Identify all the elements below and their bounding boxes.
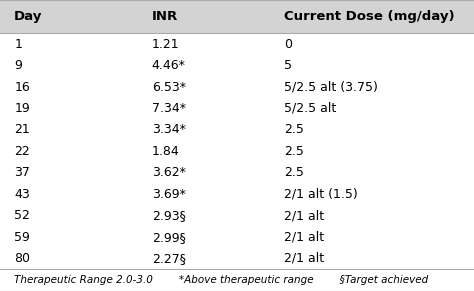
Text: 2.99§: 2.99§ xyxy=(152,230,185,244)
Text: 2/1 alt: 2/1 alt xyxy=(284,209,325,222)
Text: 5: 5 xyxy=(284,59,292,72)
Text: 5/2.5 alt (3.75): 5/2.5 alt (3.75) xyxy=(284,81,378,93)
Text: INR: INR xyxy=(152,10,178,23)
Text: 19: 19 xyxy=(14,102,30,115)
Text: 1.21: 1.21 xyxy=(152,38,179,51)
Text: 80: 80 xyxy=(14,252,30,265)
Text: 3.34*: 3.34* xyxy=(152,123,185,136)
Text: 1.84: 1.84 xyxy=(152,145,180,158)
Text: 22: 22 xyxy=(14,145,30,158)
Text: 2.93§: 2.93§ xyxy=(152,209,185,222)
Text: 3.69*: 3.69* xyxy=(152,188,185,201)
Text: 52: 52 xyxy=(14,209,30,222)
Text: 6.53*: 6.53* xyxy=(152,81,186,93)
Text: 59: 59 xyxy=(14,230,30,244)
Text: Therapeutic Range 2.0-3.0        *Above therapeutic range        §Target achieve: Therapeutic Range 2.0-3.0 *Above therape… xyxy=(14,275,428,285)
Text: 2/1 alt: 2/1 alt xyxy=(284,230,325,244)
Text: 2.27§: 2.27§ xyxy=(152,252,186,265)
Bar xyxy=(0,0,474,33)
Text: 2.5: 2.5 xyxy=(284,123,304,136)
Text: 21: 21 xyxy=(14,123,30,136)
Text: 5/2.5 alt: 5/2.5 alt xyxy=(284,102,337,115)
Text: Current Dose (mg/day): Current Dose (mg/day) xyxy=(284,10,455,23)
Text: 37: 37 xyxy=(14,166,30,179)
Text: 4.46*: 4.46* xyxy=(152,59,185,72)
Text: 1: 1 xyxy=(14,38,22,51)
Text: 16: 16 xyxy=(14,81,30,93)
Text: 2/1 alt (1.5): 2/1 alt (1.5) xyxy=(284,188,358,201)
Text: 2/1 alt: 2/1 alt xyxy=(284,252,325,265)
Text: 9: 9 xyxy=(14,59,22,72)
Text: 0: 0 xyxy=(284,38,292,51)
Text: Day: Day xyxy=(14,10,43,23)
Text: 3.62*: 3.62* xyxy=(152,166,185,179)
Text: 7.34*: 7.34* xyxy=(152,102,186,115)
Text: 2.5: 2.5 xyxy=(284,166,304,179)
Text: 2.5: 2.5 xyxy=(284,145,304,158)
Text: 43: 43 xyxy=(14,188,30,201)
